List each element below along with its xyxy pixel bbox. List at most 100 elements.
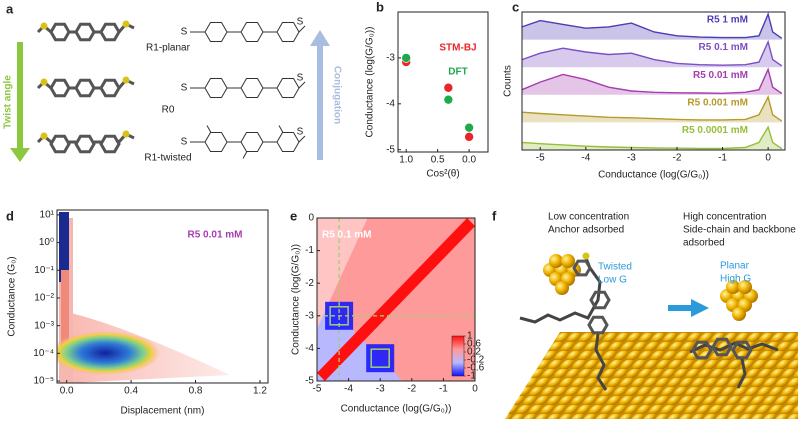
sulfur xyxy=(40,22,48,30)
density-core xyxy=(61,270,69,350)
ring xyxy=(74,134,96,154)
series-label: R5 0.1 mM xyxy=(699,42,748,53)
ring xyxy=(731,340,753,360)
arrow-label: Twist angle xyxy=(3,75,14,129)
ring xyxy=(204,78,228,98)
state-label: Planar xyxy=(720,261,750,272)
x-axis-label: Cos²(θ) xyxy=(426,169,459,180)
state-label: Low G xyxy=(598,275,627,286)
y-axis-label: Conductance (G₀) xyxy=(7,256,18,336)
sulfur xyxy=(40,78,48,86)
atom-label: S xyxy=(181,83,188,94)
x-tick-label: 1.0 xyxy=(399,155,413,166)
area xyxy=(522,97,782,123)
x-tick-label: -4 xyxy=(344,384,353,395)
y-tick-label: 0 xyxy=(308,213,314,224)
methyl xyxy=(206,125,212,133)
ring xyxy=(74,22,96,42)
colorbar-tick-label: 0.6 xyxy=(467,339,481,350)
ring xyxy=(240,132,264,152)
series-label: R5 0.0001 mM xyxy=(682,125,748,136)
atom-label: S xyxy=(181,27,188,38)
molecule xyxy=(519,257,602,324)
y-tick-label: -4 xyxy=(386,98,395,109)
plot-frame xyxy=(316,217,476,382)
methyl xyxy=(242,151,248,159)
y-tick-label: 10⁻⁵ xyxy=(33,376,54,387)
panel-letter: a xyxy=(6,1,14,16)
chart-label: R5 0.1 mM xyxy=(322,230,371,241)
y-tick-label: -3 xyxy=(305,310,314,321)
gold-atom xyxy=(732,307,746,321)
x-tick-label: -4 xyxy=(581,153,590,164)
point xyxy=(443,82,454,93)
methyl xyxy=(278,125,284,133)
series-label: R5 1 mM xyxy=(707,15,748,26)
y-tick-label: 10⁻³ xyxy=(34,320,54,331)
area xyxy=(522,14,782,40)
y-tick-label: -5 xyxy=(386,144,395,155)
caption: Side-chain and backbone xyxy=(683,225,796,236)
panel-letter: f xyxy=(492,208,497,223)
gold-atom xyxy=(555,281,569,295)
arrow xyxy=(10,42,30,162)
area xyxy=(522,127,782,150)
ring xyxy=(49,134,71,154)
panel-letter: e xyxy=(290,208,297,223)
area xyxy=(522,41,782,68)
x-tick-label: -1 xyxy=(439,384,448,395)
sulfur xyxy=(122,130,130,138)
y-tick-label: -1 xyxy=(305,245,314,256)
y-tick-label: 10¹ xyxy=(40,210,55,221)
ring xyxy=(49,78,71,98)
ring xyxy=(99,78,121,98)
y-tick-label: 10⁰ xyxy=(39,237,54,248)
molecule xyxy=(736,358,747,389)
ring xyxy=(572,259,592,277)
point xyxy=(464,122,474,133)
plot-frame xyxy=(397,11,489,153)
x-axis-label: Conductance (log(G/G₀)) xyxy=(598,170,709,181)
y-tick-label: -4 xyxy=(305,343,314,354)
x-tick-label: -1 xyxy=(718,153,727,164)
ring xyxy=(691,340,713,360)
y-tick-label: -5 xyxy=(305,376,314,387)
bond xyxy=(298,135,306,143)
y-tick-label: 10⁻¹ xyxy=(34,265,54,276)
sulfur xyxy=(40,132,48,140)
panel-letter: d xyxy=(6,208,14,223)
caption: Low concentration xyxy=(548,212,629,223)
x-tick-label: -2 xyxy=(407,384,416,395)
correlation-map xyxy=(317,218,475,381)
state-label: High G xyxy=(720,274,751,285)
sulfur xyxy=(122,20,130,28)
area xyxy=(522,69,782,95)
y-tick-label: 10⁻⁴ xyxy=(33,348,54,359)
colorbar-tick-label: 0.2 xyxy=(467,347,481,358)
ring xyxy=(204,22,228,42)
ring xyxy=(204,132,228,152)
ring xyxy=(711,337,733,357)
ring xyxy=(99,22,121,42)
point xyxy=(443,94,454,105)
line xyxy=(521,95,783,122)
y-axis-label: Counts xyxy=(503,65,514,97)
sulfur xyxy=(122,76,130,84)
gold-atom xyxy=(726,280,740,294)
bond xyxy=(298,25,306,33)
x-tick-label: 0.0 xyxy=(462,155,476,166)
line xyxy=(521,67,783,95)
point xyxy=(401,53,411,63)
ring xyxy=(240,22,264,42)
molecule-label: R1-planar xyxy=(146,43,191,54)
density-blob xyxy=(57,331,160,375)
series-label: R5 0.001 mM xyxy=(687,97,748,108)
caption: adsorbed xyxy=(683,238,725,249)
caption: Anchor adsorbed xyxy=(548,225,624,236)
peak-region xyxy=(366,344,395,373)
colorbar-tick-label: -0.6 xyxy=(467,363,485,374)
point xyxy=(464,132,474,142)
x-tick-label: 1.2 xyxy=(253,386,267,397)
